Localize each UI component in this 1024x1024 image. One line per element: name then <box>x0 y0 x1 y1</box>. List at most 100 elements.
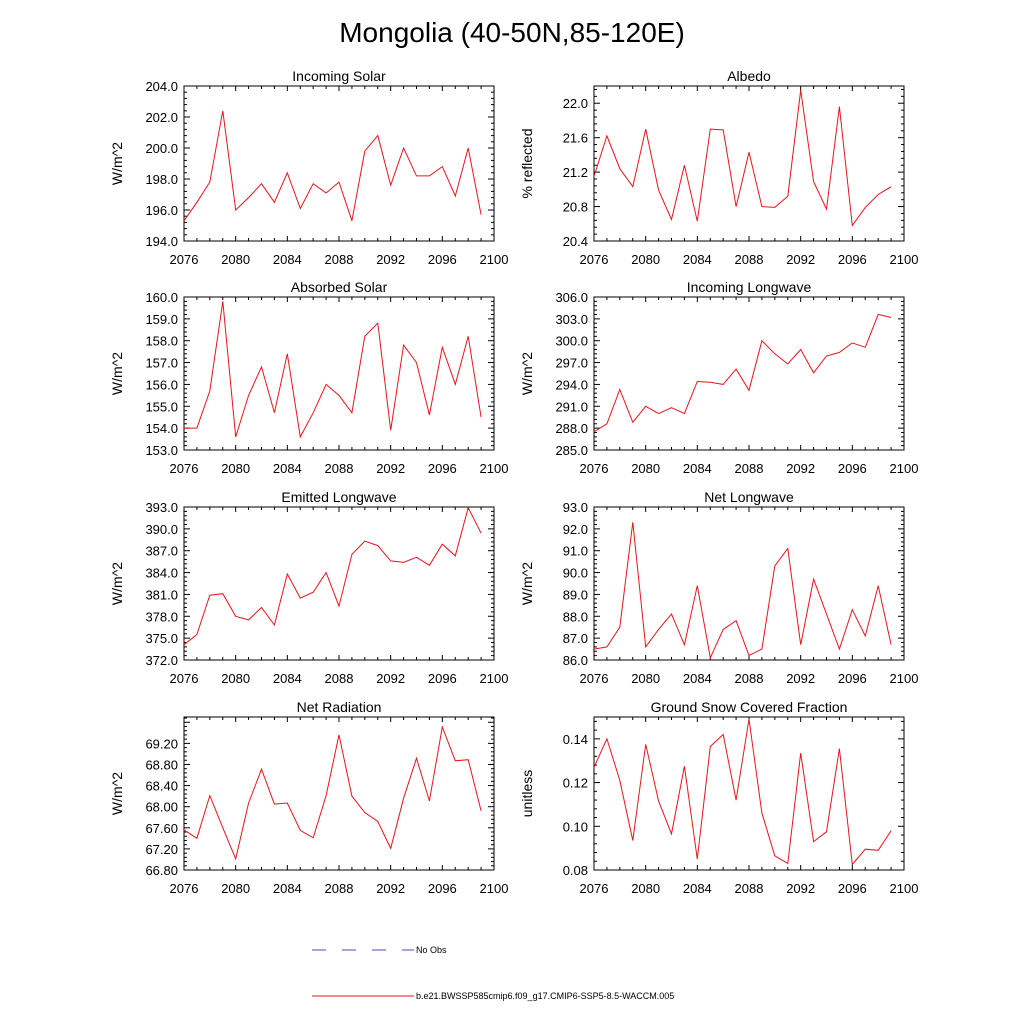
x-tick-label: 2084 <box>683 461 712 476</box>
series-line <box>184 301 482 439</box>
y-tick-label: 157.0 <box>145 356 178 371</box>
y-tick-label: 68.80 <box>145 757 178 772</box>
x-tick-label: 2080 <box>631 252 660 267</box>
panel-title: Albedo <box>727 68 771 84</box>
x-tick-label: 2080 <box>221 881 250 896</box>
x-tick-label: 2084 <box>273 252 302 267</box>
panel-title: Absorbed Solar <box>291 279 388 295</box>
y-tick-label: 198.0 <box>145 172 178 187</box>
x-tick-label: 2088 <box>735 461 764 476</box>
x-tick-label: 2092 <box>376 252 405 267</box>
y-tick-label: 0.08 <box>563 863 588 878</box>
panel-absorbed-solar: Absorbed Solar W/m^2 2076 2080 2084 2088 2092 2… <box>109 279 508 476</box>
panel-ground-snow-covered-fraction: Ground Snow Covered Fraction unitless 2076… <box>519 699 918 896</box>
y-tick-label: 202.0 <box>145 110 178 125</box>
plot-frame <box>183 506 495 661</box>
series-line <box>593 90 892 227</box>
x-tick-label: 2088 <box>735 881 764 896</box>
x-tick-label: 2076 <box>580 881 609 896</box>
plot-frame <box>593 506 905 661</box>
y-tick-label: 196.0 <box>145 203 178 218</box>
x-tick-label: 2076 <box>170 252 199 267</box>
y-axis-label: W/m^2 <box>519 352 535 395</box>
y-tick-label: 390.0 <box>145 522 178 537</box>
y-axis-label: W/m^2 <box>109 142 125 185</box>
x-tick-label: 2100 <box>890 671 919 686</box>
legend: No Obs b.e21.BWSSP585cmip6.f09_g17.CMIP6… <box>312 945 674 1001</box>
y-tick-label: 158.0 <box>145 334 178 349</box>
series-line <box>183 506 482 646</box>
panel-net-radiation: Net Radiation W/m^2 2076 2080 2084 2088 2092 20… <box>109 699 508 896</box>
x-tick-label: 2092 <box>786 252 815 267</box>
x-tick-label: 2080 <box>221 461 250 476</box>
x-tick-label: 2092 <box>786 671 815 686</box>
y-tick-label: 89.0 <box>563 587 588 602</box>
x-tick-label: 2088 <box>325 881 354 896</box>
x-tick-label: 2088 <box>325 461 354 476</box>
x-tick-label: 2088 <box>735 671 764 686</box>
x-tick-label: 2096 <box>428 252 457 267</box>
x-tick-label: 2092 <box>786 461 815 476</box>
x-tick-label: 2076 <box>580 461 609 476</box>
x-tick-label: 2088 <box>325 671 354 686</box>
y-tick-label: 159.0 <box>145 312 178 327</box>
panel-title: Incoming Solar <box>292 68 386 84</box>
y-tick-label: 300.0 <box>555 334 588 349</box>
y-tick-label: 297.0 <box>555 356 588 371</box>
panel-title: Incoming Longwave <box>687 279 812 295</box>
x-tick-label: 2096 <box>838 461 867 476</box>
x-tick-label: 2080 <box>221 671 250 686</box>
x-tick-label: 2092 <box>376 461 405 476</box>
y-tick-label: 153.0 <box>145 443 178 458</box>
x-tick-label: 2100 <box>890 461 919 476</box>
y-tick-label: 67.20 <box>145 842 178 857</box>
x-tick-label: 2084 <box>683 671 712 686</box>
x-tick-label: 2096 <box>428 461 457 476</box>
series-line <box>593 522 892 660</box>
x-tick-label: 2080 <box>631 461 660 476</box>
x-tick-label: 2076 <box>580 252 609 267</box>
y-tick-label: 155.0 <box>145 399 178 414</box>
panel-albedo: Albedo % reflected 2076 2080 2084 2088 2092 209… <box>519 68 918 267</box>
panel-title: Net Longwave <box>704 489 794 505</box>
y-tick-label: 93.0 <box>563 500 588 515</box>
x-tick-label: 2080 <box>631 881 660 896</box>
y-tick-label: 204.0 <box>145 79 178 94</box>
x-tick-label: 2100 <box>890 252 919 267</box>
plot-frame <box>593 716 905 871</box>
plot-frame <box>593 296 905 451</box>
x-tick-label: 2084 <box>683 881 712 896</box>
y-tick-label: 381.0 <box>145 587 178 602</box>
x-tick-label: 2096 <box>838 881 867 896</box>
panels: Incoming Solar W/m^2 2076 2080 2084 2088 2092 2… <box>109 68 918 896</box>
y-tick-label: 92.0 <box>563 522 588 537</box>
x-tick-label: 2100 <box>890 881 919 896</box>
x-tick-label: 2096 <box>428 881 457 896</box>
y-tick-label: 372.0 <box>145 653 178 668</box>
y-axis-label: % reflected <box>519 128 535 198</box>
x-tick-label: 2100 <box>480 252 509 267</box>
x-tick-label: 2100 <box>480 671 509 686</box>
y-axis-label: unitless <box>519 770 535 817</box>
y-tick-label: 285.0 <box>555 443 588 458</box>
x-tick-label: 2080 <box>221 252 250 267</box>
x-tick-label: 2096 <box>838 671 867 686</box>
y-tick-label: 288.0 <box>555 421 588 436</box>
y-tick-label: 20.8 <box>563 200 588 215</box>
y-tick-label: 303.0 <box>555 312 588 327</box>
y-tick-label: 0.14 <box>563 732 588 747</box>
y-tick-label: 0.12 <box>563 776 588 791</box>
x-tick-label: 2096 <box>428 671 457 686</box>
x-tick-label: 2088 <box>325 252 354 267</box>
x-tick-label: 2076 <box>170 461 199 476</box>
y-tick-label: 20.4 <box>563 234 588 249</box>
y-tick-label: 200.0 <box>145 141 178 156</box>
y-tick-label: 387.0 <box>145 544 178 559</box>
figure-title: Mongolia (40-50N,85-120E) <box>339 17 685 48</box>
y-tick-label: 91.0 <box>563 544 588 559</box>
y-axis-label: W/m^2 <box>109 772 125 815</box>
x-tick-label: 2100 <box>480 881 509 896</box>
y-axis-label: W/m^2 <box>109 352 125 395</box>
x-tick-label: 2084 <box>683 252 712 267</box>
